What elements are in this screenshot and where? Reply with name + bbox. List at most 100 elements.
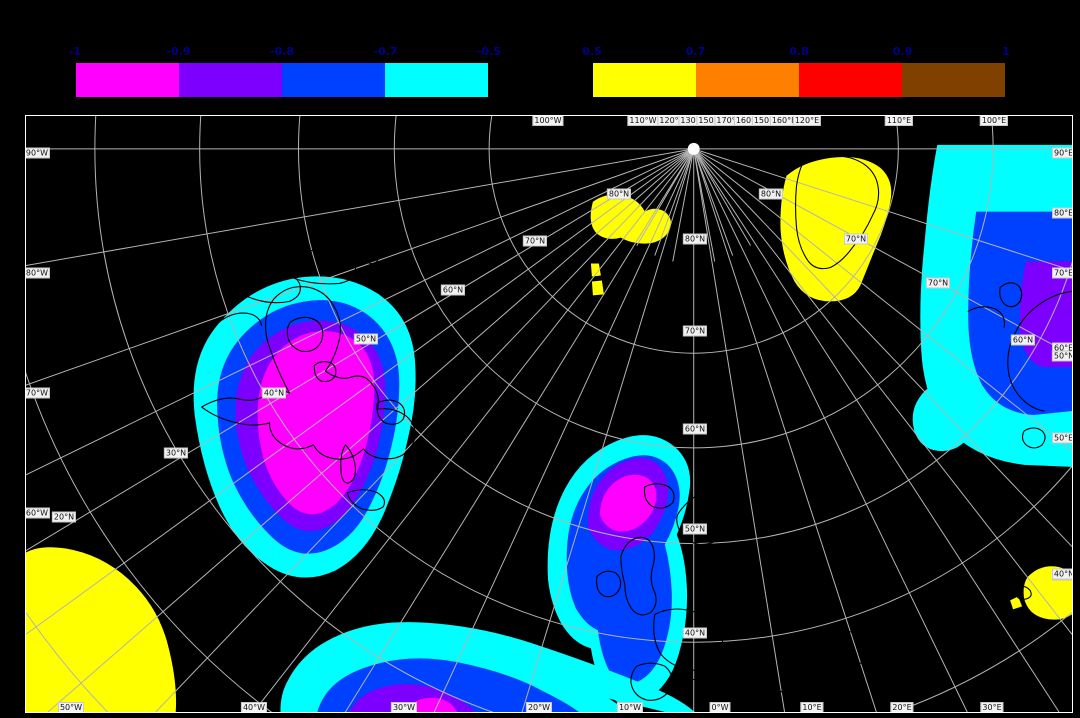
coast-florida (340, 444, 357, 484)
coast-iceland (643, 483, 675, 509)
coast-novaya-zemlya (999, 282, 1023, 308)
contour-level-magenta (599, 474, 657, 532)
latitude-label: 70°N (682, 325, 708, 337)
contour-fill-layer (26, 144, 1072, 712)
map-canvas (26, 116, 1072, 712)
latitude-label: 60°N (682, 423, 708, 435)
latitude-label: 70°N (925, 277, 951, 289)
positive-anomaly-colorbar: 0.5 0.7 0.8 0.9 1 (582, 45, 1010, 98)
coast-black-sea (835, 631, 889, 664)
latitude-label: 40°N (682, 627, 708, 639)
feature-bering-spot-2 (591, 280, 604, 296)
positive-anomaly-colorbar-segment (593, 63, 696, 97)
coast-arctic-islands-1 (229, 268, 301, 304)
longitude-label-bottom: 30°W (390, 702, 418, 712)
feature-british-isles-negative (547, 435, 691, 705)
coast-great-lakes (313, 361, 337, 383)
longitude-label-top: 110°E (884, 116, 914, 126)
negative-anomaly-colorbar-tick: -0.8 (269, 45, 295, 58)
negative-anomaly-colorbar-segment (76, 63, 179, 97)
negative-anomaly-colorbar-bar[interactable] (75, 62, 489, 98)
feature-subtropical-pacific-positive (26, 547, 177, 712)
longitude-label-top: 100°E (979, 116, 1009, 126)
coast-north-america (201, 286, 416, 460)
longitude-label-bottom: 10°W (616, 702, 644, 712)
latitude-label: 30°N (163, 447, 189, 459)
longitude-label-bottom: 30°E (980, 702, 1004, 712)
feature-alaska-bering-positive (590, 194, 672, 244)
parallel-group (26, 116, 1072, 712)
latitude-label: 50°N (682, 523, 708, 535)
coast-iberia (630, 662, 673, 701)
longitude-label-right: 50°E (1052, 432, 1072, 444)
feature-mediterranean-spot (1010, 596, 1023, 610)
longitude-label-left: 70°W (25, 387, 50, 399)
longitude-label-bottom: 50°W (57, 702, 85, 712)
longitude-label-bottom: 20°W (525, 702, 553, 712)
longitude-label-top: 110°W (627, 116, 659, 126)
longitude-label-right: 90°E (1052, 147, 1072, 159)
coast-hudson-bay (286, 316, 324, 353)
longitude-label-left: 90°W (25, 147, 50, 159)
feature-mid-atlantic-band (280, 622, 695, 712)
longitude-label-bottom: 10°E (800, 702, 824, 712)
positive-anomaly-colorbar-segment (696, 63, 799, 97)
contour-level-magenta (257, 331, 375, 515)
negative-anomaly-colorbar: -1 -0.9 -0.8 -0.7 -0.5 (69, 45, 501, 98)
latitude-label: 50°N (1051, 350, 1072, 362)
longitude-label-bottom: 40°W (240, 702, 268, 712)
coast-mediterranean (690, 676, 799, 712)
coast-island-2 (498, 273, 509, 284)
latitude-label: 70°N (522, 235, 548, 247)
positive-anomaly-colorbar-tick: 0.8 (789, 45, 809, 58)
coast-arctic-islands-2 (278, 249, 357, 285)
feature-norwegian-sea-patch (912, 380, 977, 452)
longitude-label-top: 120°E (792, 116, 822, 126)
latitude-label: 40°N (261, 387, 287, 399)
latitude-label: 80°N (758, 188, 784, 200)
negative-anomaly-colorbar-ticks: -1 -0.9 -0.8 -0.7 -0.5 (69, 45, 501, 60)
coast-scandinavia (676, 489, 737, 546)
positive-anomaly-colorbar-tick: 0.7 (685, 45, 706, 58)
coast-greenland (794, 155, 880, 270)
coast-newfoundland (376, 399, 406, 425)
contour-level-magenta (405, 697, 458, 712)
positive-anomaly-colorbar-tick: 0.5 (582, 45, 602, 58)
longitude-label-left: 60°W (25, 507, 50, 519)
latitude-label: 40°N (1051, 568, 1072, 580)
longitude-label-top: 100°W (532, 116, 564, 126)
negative-anomaly-colorbar-tick: -1 (68, 45, 82, 58)
latitude-label: 60°N (1010, 334, 1036, 346)
map-panel[interactable]: 100°W 110°W 120°W 130°W 150°W 170°W 160°E 150°E… (25, 115, 1073, 713)
latitude-label: 20°N (51, 511, 77, 523)
positive-anomaly-colorbar-tick: 1 (1002, 45, 1010, 58)
positive-anomaly-colorbar-segment (902, 63, 1005, 97)
longitude-label-left: 80°W (25, 267, 50, 279)
coast-island-4 (1015, 585, 1032, 600)
positive-anomaly-colorbar-ticks: 0.5 0.7 0.8 0.9 1 (582, 45, 1010, 60)
coast-europe-mainland (653, 608, 724, 671)
positive-anomaly-colorbar-bar[interactable] (592, 62, 1006, 98)
negative-anomaly-colorbar-tick: -0.7 (373, 45, 398, 58)
longitude-label-bottom: 20°E (890, 702, 914, 712)
coast-ireland (596, 570, 622, 598)
coast-siberia (1007, 290, 1072, 412)
negative-anomaly-colorbar-segment (385, 63, 488, 97)
coast-alaska-panhandle (217, 312, 263, 326)
latitude-label: 80°N (682, 233, 708, 245)
coast-island-3 (364, 251, 379, 265)
negative-anomaly-colorbar-tick: -0.9 (166, 45, 191, 58)
latitude-label: 70°N (843, 233, 869, 245)
latitude-label: 60°N (440, 284, 466, 296)
coast-caribbean (346, 489, 385, 511)
feature-north-america-negative (193, 276, 416, 578)
positive-anomaly-colorbar-tick: 0.9 (892, 45, 913, 58)
north-pole-marker (687, 142, 700, 155)
coastline-layer (201, 155, 1072, 712)
coast-great-britain (620, 536, 657, 616)
negative-anomaly-colorbar-segment (179, 63, 282, 97)
longitude-label-bottom: 0°W (709, 702, 731, 712)
latitude-label: 80°N (606, 188, 632, 200)
latitude-label: 50°N (353, 333, 379, 345)
